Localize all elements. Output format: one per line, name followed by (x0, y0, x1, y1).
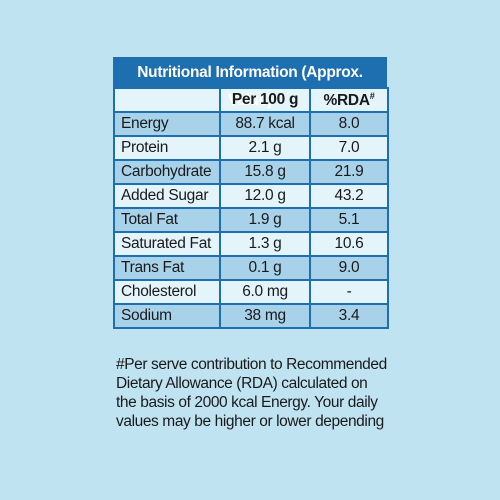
rda-value: 9.0 (309, 255, 389, 281)
per-100g-value: 88.7 kcal (219, 111, 311, 137)
table-row: Total Fat 1.9 g 5.1 (113, 207, 389, 233)
table-row: Added Sugar 12.0 g 43.2 (113, 183, 389, 209)
table-row: Carbohydrate 15.8 g 21.9 (113, 159, 389, 185)
table-title: Nutritional Information (Approx. Value) (113, 57, 387, 109)
nutrient-name: Trans Fat (113, 255, 221, 281)
rda-value: 7.0 (309, 135, 389, 161)
nutrient-name: Total Fat (113, 207, 221, 233)
per-100g-value: 38 mg (219, 303, 311, 329)
per-100g-value: 12.0 g (219, 183, 311, 209)
nutrient-name: Added Sugar (113, 183, 221, 209)
nutrition-table-panel: Nutritional Information (Approx. Value) … (113, 57, 389, 329)
table-row: Trans Fat 0.1 g 9.0 (113, 255, 389, 281)
per-100g-value: 0.1 g (219, 255, 311, 281)
table-header-row: Per 100 g %RDA# (113, 87, 389, 113)
nutrient-name: Cholesterol (113, 279, 221, 305)
per-100g-value: 15.8 g (219, 159, 311, 185)
rda-value: 5.1 (309, 207, 389, 233)
footnote-line: #Per serve contribution to Recommended (116, 356, 387, 373)
nutrition-table: Per 100 g %RDA# Energy 88.7 kcal 8.0 Pro… (113, 87, 389, 329)
nutrient-name: Carbohydrate (113, 159, 221, 185)
per-100g-value: 2.1 g (219, 135, 311, 161)
table-row: Energy 88.7 kcal 8.0 (113, 111, 389, 137)
table-row: Sodium 38 mg 3.4 (113, 303, 389, 329)
footnote-line: the basis of 2000 kcal Energy. Your dail… (116, 394, 378, 411)
table-row: Saturated Fat 1.3 g 10.6 (113, 231, 389, 257)
per-100g-value: 1.3 g (219, 231, 311, 257)
nutrient-name: Sodium (113, 303, 221, 329)
rda-value: - (309, 279, 389, 305)
table-row: Protein 2.1 g 7.0 (113, 135, 389, 161)
rda-value: 3.4 (309, 303, 389, 329)
rda-value: 43.2 (309, 183, 389, 209)
header-rda-label: %RDA (323, 91, 370, 109)
header-rda: %RDA# (309, 87, 389, 113)
header-rda-marker: # (369, 90, 375, 101)
per-100g-value: 1.9 g (219, 207, 311, 233)
rda-footnote: #Per serve contribution to Recommended D… (116, 355, 416, 431)
footnote-line: values may be higher or lower depending (116, 413, 384, 430)
header-nutrient (113, 87, 221, 113)
table-row: Cholesterol 6.0 mg - (113, 279, 389, 305)
nutrient-name: Protein (113, 135, 221, 161)
per-100g-value: 6.0 mg (219, 279, 311, 305)
nutrient-name: Energy (113, 111, 221, 137)
rda-value: 21.9 (309, 159, 389, 185)
rda-value: 8.0 (309, 111, 389, 137)
header-per-100g: Per 100 g (219, 87, 311, 113)
nutrient-name: Saturated Fat (113, 231, 221, 257)
footnote-line: Dietary Allowance (RDA) calculated on (116, 375, 368, 392)
rda-value: 10.6 (309, 231, 389, 257)
